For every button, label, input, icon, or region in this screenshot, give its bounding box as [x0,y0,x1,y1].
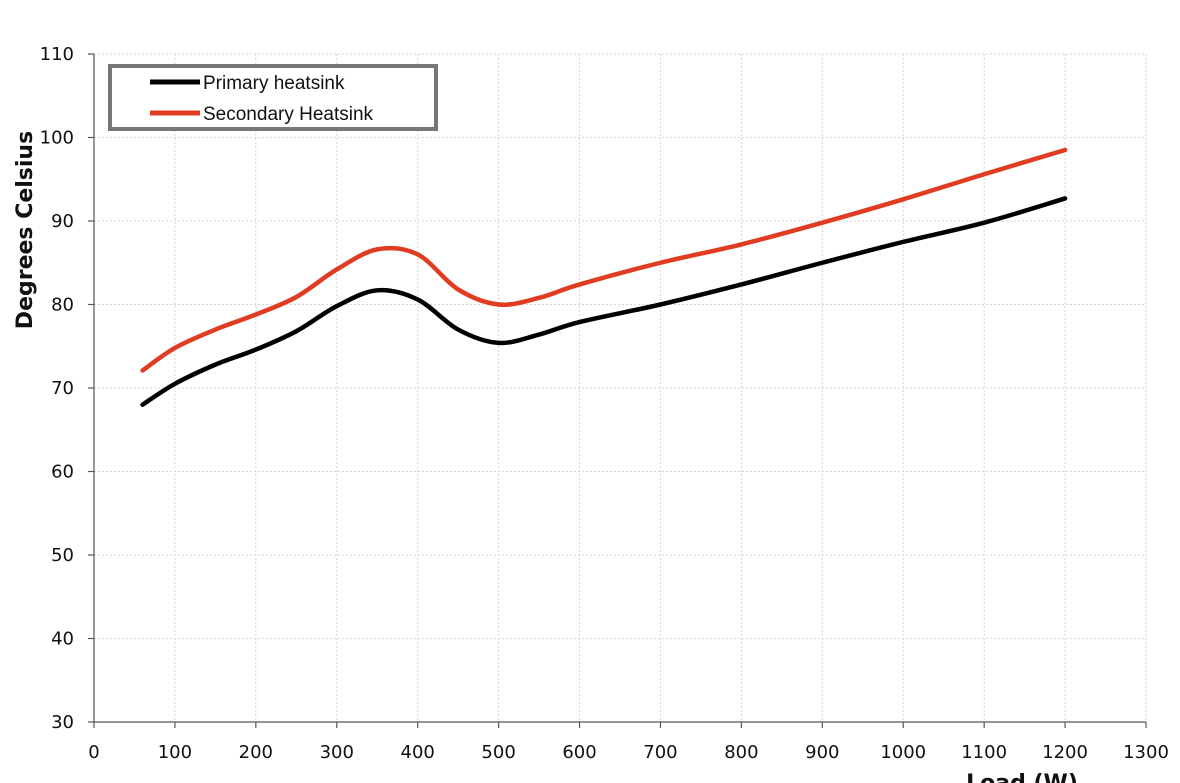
x-tick-label: 1200 [1042,742,1088,763]
x-tick-label: 1100 [961,742,1007,763]
axes [88,53,1147,728]
x-tick-label: 700 [643,742,677,763]
grid-lines [94,53,1147,722]
series-line-primary-heatsink [140,196,1068,407]
legend-label-secondary: Secondary Heatsink [203,104,374,125]
legend-box [108,64,438,131]
y-axis-label: Degrees Celsius [13,131,38,329]
y-tick-label: 50 [51,545,74,566]
x-tick-label: 500 [481,742,515,763]
x-tick-label: 600 [562,742,596,763]
y-tick-label: 60 [51,462,74,483]
y-tick-label: 90 [51,211,74,232]
x-axis-label: Load (W) [966,771,1078,783]
legend: Primary heatsink Secondary Heatsink [108,64,438,131]
y-tick-label: 80 [51,295,74,316]
x-tick-label: 400 [401,742,435,763]
y-tick-label: 100 [40,128,74,149]
series-lines [140,147,1068,407]
x-tick-label: 1300 [1123,742,1169,763]
x-tick-label: 300 [320,742,354,763]
y-tick-label: 70 [51,378,74,399]
x-tick-labels: 0 100 200 300 400 500 600 700 800 900 1000 1100 1200… [88,742,1169,763]
y-tick-label: 40 [51,629,74,650]
x-tick-label: 100 [158,742,192,763]
legend-label-primary: Primary heatsink [203,73,345,94]
y-tick-label: 110 [40,44,74,65]
y-tick-labels: 30 40 50 60 70 80 90 100 110 [40,44,74,733]
series-line-secondary-heatsink [140,147,1068,373]
x-tick-label: 800 [724,742,758,763]
y-tick-label: 30 [51,712,74,733]
x-tick-label: 200 [239,742,273,763]
x-tick-label: 0 [88,742,99,763]
x-tick-label: 1000 [880,742,926,763]
x-tick-label: 900 [805,742,839,763]
